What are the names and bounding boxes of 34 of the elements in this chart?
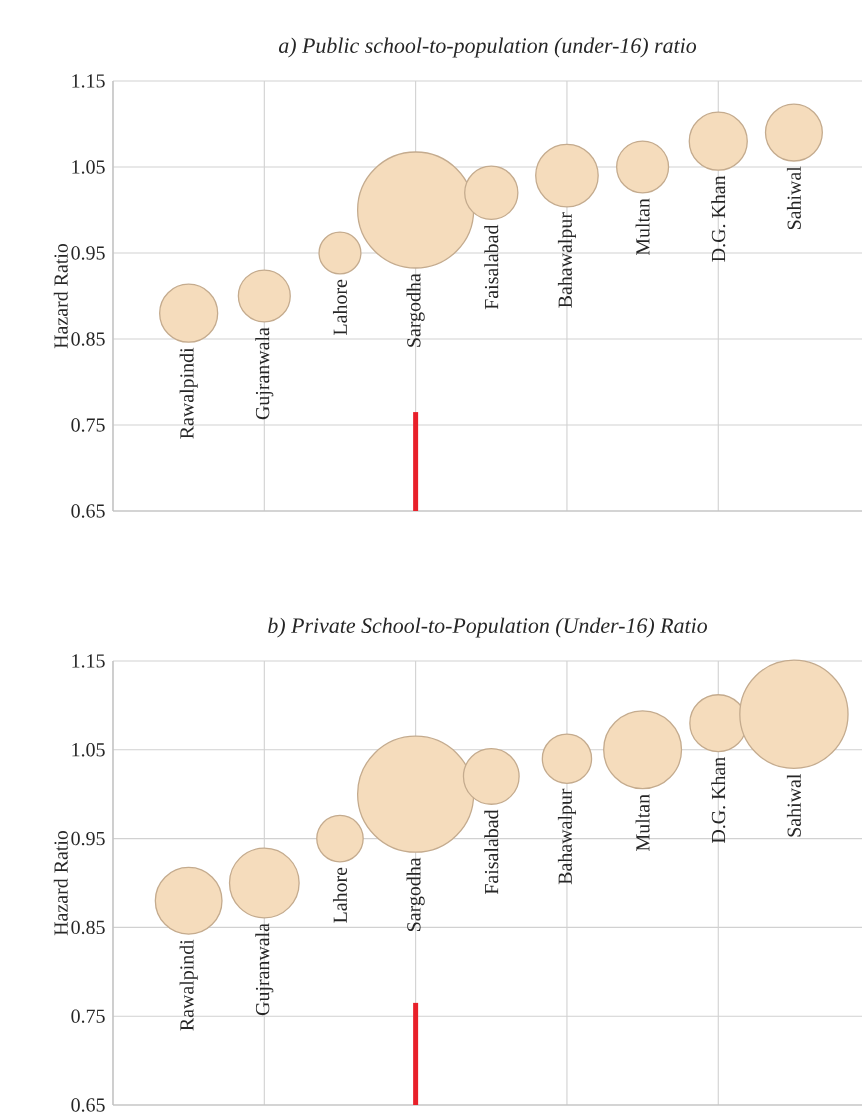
x-tick-label: D.G. Khan [711, 175, 726, 262]
x-tick-label: Faisalabad [484, 224, 499, 310]
x-tick-label: Sargodha [406, 273, 425, 347]
y-tick-label: 0.95 [71, 246, 105, 260]
x-tick-label: Multan [635, 198, 650, 256]
chart-title: a) Public school-to-population (under-16) ratio [278, 37, 697, 58]
x-tick-label: Sahiwal [786, 773, 801, 837]
x-tick-label: Bahawalpur [557, 788, 576, 885]
y-tick-label: 1.15 [72, 654, 105, 668]
y-tick-label: 0.65 [71, 1098, 105, 1112]
y-tick-label: 1.05 [72, 743, 105, 757]
x-tick-label: Sahiwal [786, 166, 801, 230]
y-axis-title: Hazard Ratio [53, 243, 68, 349]
y-tick-label: 0.65 [71, 504, 105, 518]
y-tick-label: 0.85 [71, 332, 105, 346]
y-tick-label: 0.85 [71, 920, 105, 935]
x-tick-label: Gujranwala [255, 327, 274, 420]
chart-title: b) Private School-to-Population (Under-16) Ratio [268, 617, 708, 638]
x-tick-label: Gujranwala [255, 923, 274, 1016]
x-tick-label: Bahawalpur [557, 212, 576, 308]
x-tick-label: Lahore [332, 867, 347, 923]
y-tick-label: 0.95 [71, 831, 105, 846]
x-tick-label: D.G. Khan [711, 757, 726, 844]
y-tick-label: 0.75 [71, 418, 105, 432]
x-tick-label: Multan [635, 794, 650, 851]
x-tick-label: Rawalpindi [179, 347, 198, 439]
x-tick-label: Lahore [332, 279, 347, 335]
x-tick-label: Faisalabad [484, 809, 499, 895]
y-tick-label: 1.15 [72, 74, 105, 88]
y-axis-title: Hazard Ratio [53, 830, 68, 936]
x-tick-label: Sargodha [406, 857, 425, 931]
y-tick-label: 0.75 [71, 1009, 105, 1023]
y-tick-label: 1.05 [72, 160, 105, 174]
x-tick-label: Rawalpindi [179, 939, 198, 1031]
